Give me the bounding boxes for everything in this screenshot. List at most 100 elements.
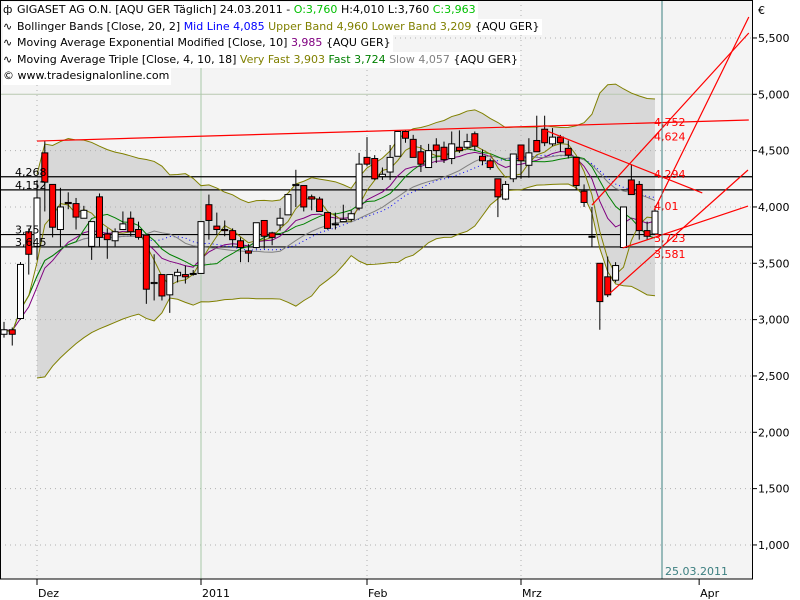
legend-triple[interactable]: ∿ Moving Average Triple [Close, 4, 10, 18… <box>3 51 520 68</box>
candle-down <box>49 183 57 228</box>
candle-up <box>276 217 284 226</box>
candle-up <box>150 281 158 285</box>
trendline-level-label: 4,01 <box>654 200 679 213</box>
trendline <box>36 119 749 142</box>
candle-down <box>127 217 135 233</box>
indicator-icon: ∿ <box>3 36 13 49</box>
candle-down <box>363 156 371 165</box>
candle-down <box>135 228 143 238</box>
open-value: O:3,760 <box>293 3 338 16</box>
high-value: H:4,010 <box>340 3 385 16</box>
candle-down <box>596 262 604 303</box>
candle-down <box>541 128 549 144</box>
bollinger-symbol: {AQU GER} <box>474 19 540 33</box>
candle-down <box>479 155 486 162</box>
legend-ema[interactable]: ∿ Moving Average Exponential Modified [Cl… <box>3 35 393 52</box>
horizontal-level-label: 4,152 <box>15 179 47 192</box>
candle-down <box>417 151 425 165</box>
candle-down <box>72 203 80 218</box>
candle-down <box>564 147 572 156</box>
legend-symbol-row[interactable]: ф GIGASET AG O.N. [AQU GER Täglich] 24.03… <box>3 2 478 19</box>
currency-symbol: € <box>758 4 765 17</box>
candle-up <box>331 223 339 226</box>
ema-value: 3,985 <box>290 36 323 49</box>
candle-down <box>316 198 324 212</box>
y-tick-label: 4,000 <box>758 201 790 214</box>
candle-down <box>205 204 213 221</box>
candle-up <box>119 223 127 230</box>
candle-up <box>17 263 24 319</box>
candle-down <box>402 130 409 139</box>
triple-slow: Slow 4,057 <box>389 52 450 66</box>
triple-fast: Fast 3,724 <box>328 52 386 66</box>
plot-frame <box>0 0 753 580</box>
candle-down <box>300 185 308 208</box>
bollinger-name: Bollinger Bands [Close, 20, 2] <box>17 19 181 33</box>
trendline-level-label: 3,723 <box>654 232 686 245</box>
trendline-level-label: 4,294 <box>654 168 686 181</box>
candle-down <box>8 329 16 335</box>
candle-up <box>425 150 433 169</box>
horizontal-level-label: 3,645 <box>15 236 47 249</box>
y-tick-label: 5,500 <box>758 32 790 45</box>
horizontal-level-label: 3,75 <box>15 224 40 237</box>
candle-up <box>339 218 347 223</box>
candle-down <box>260 219 268 237</box>
trendline <box>544 129 703 194</box>
low-value: L:3,760 <box>387 3 430 16</box>
x-tick-label: Apr <box>700 587 720 600</box>
cursor-date-label: 25.03.2011 <box>665 565 728 578</box>
candle-down <box>409 138 417 158</box>
candle-down <box>580 190 588 203</box>
candle-down <box>455 146 463 152</box>
candle-down <box>237 240 245 249</box>
candle-down <box>244 250 252 254</box>
triple-symbol: {AQU GER} <box>453 52 518 66</box>
candle-down <box>635 183 643 232</box>
candle-up <box>292 183 300 187</box>
trendline-level-label: 4,752 <box>654 116 686 129</box>
symbol-name: GIGASET AG O.N. <box>17 3 112 16</box>
candle-down <box>517 144 525 162</box>
candle-up <box>347 213 355 220</box>
candle-up <box>378 173 386 178</box>
candle-up <box>386 156 394 173</box>
candle-up <box>355 163 363 209</box>
candle-up <box>0 329 8 335</box>
candle-up <box>252 222 260 249</box>
x-tick-label: Dez <box>38 587 59 600</box>
y-tick-label: 5,000 <box>758 88 790 101</box>
candle-up <box>612 265 620 281</box>
indicator-icon: ∿ <box>3 19 13 33</box>
candle-down <box>432 144 440 152</box>
candle-down <box>64 201 72 205</box>
separator: - <box>286 3 291 16</box>
candle-down <box>323 212 331 229</box>
trendline <box>609 169 749 294</box>
bollinger-upper-band <box>36 83 656 204</box>
candle-up <box>111 231 119 242</box>
legend-bollinger[interactable]: ∿ Bollinger Bands [Close, 20, 2] Mid Line… <box>3 18 542 35</box>
trendline <box>622 205 749 249</box>
candle-up <box>509 153 517 180</box>
candle-up <box>174 271 182 277</box>
candle-up <box>166 274 174 296</box>
candle-down <box>604 276 612 296</box>
candle-down <box>25 231 33 255</box>
candle-up <box>284 194 292 216</box>
trendline-level-label: 4,624 <box>654 131 686 144</box>
candle-down <box>213 225 221 230</box>
candle-down <box>221 228 229 232</box>
ema-name: Moving Average Exponential Modified [Clo… <box>17 36 288 49</box>
close-value: C:3,963 <box>432 3 476 16</box>
x-tick-label: Mrz <box>522 587 542 600</box>
candle-up <box>197 221 205 274</box>
quote-date: 24.03.2011 <box>219 3 283 16</box>
x-tick-label: 2011 <box>202 587 230 600</box>
candle-up <box>88 221 96 247</box>
trendline <box>591 32 750 206</box>
candle-down <box>533 139 541 153</box>
candle-down <box>471 133 479 147</box>
x-tick-label: Feb <box>368 587 387 600</box>
